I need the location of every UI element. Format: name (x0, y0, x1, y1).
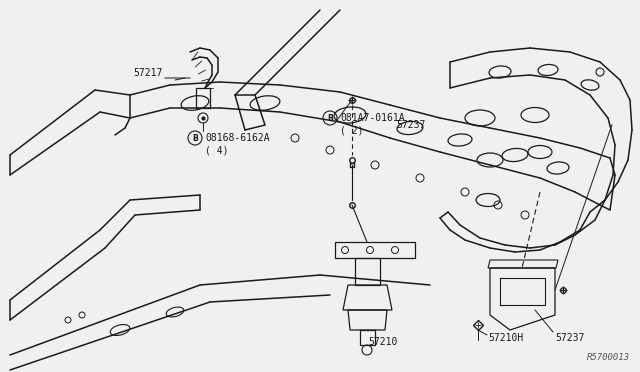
Text: B: B (327, 113, 333, 122)
Text: ( 4): ( 4) (205, 145, 228, 155)
Text: 081A7-0161A: 081A7-0161A (340, 113, 404, 123)
Text: B: B (192, 134, 198, 142)
Text: 57210H: 57210H (488, 333, 524, 343)
Text: 57217: 57217 (133, 68, 163, 78)
Text: R5700013: R5700013 (587, 353, 630, 362)
Text: 57237: 57237 (555, 333, 584, 343)
Text: ( 2): ( 2) (340, 125, 364, 135)
Text: 57210: 57210 (368, 337, 397, 347)
Text: 57237: 57237 (397, 120, 426, 129)
Text: 08168-6162A: 08168-6162A (205, 133, 269, 143)
